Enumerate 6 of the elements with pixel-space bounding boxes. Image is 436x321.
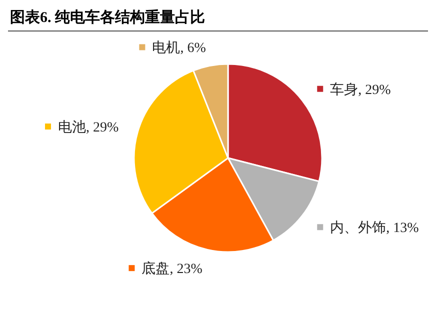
legend-label: 电池, 29% bbox=[58, 120, 120, 136]
legend-label: 底盘, 23% bbox=[142, 261, 203, 278]
legend-label: 车身, 29% bbox=[330, 82, 392, 98]
legend-label: 内、外饰, 13% bbox=[330, 220, 420, 236]
legend-label: 电机, 6% bbox=[152, 40, 206, 56]
chart-title: 图表6. 纯电车各结构重量占比 bbox=[10, 8, 205, 26]
